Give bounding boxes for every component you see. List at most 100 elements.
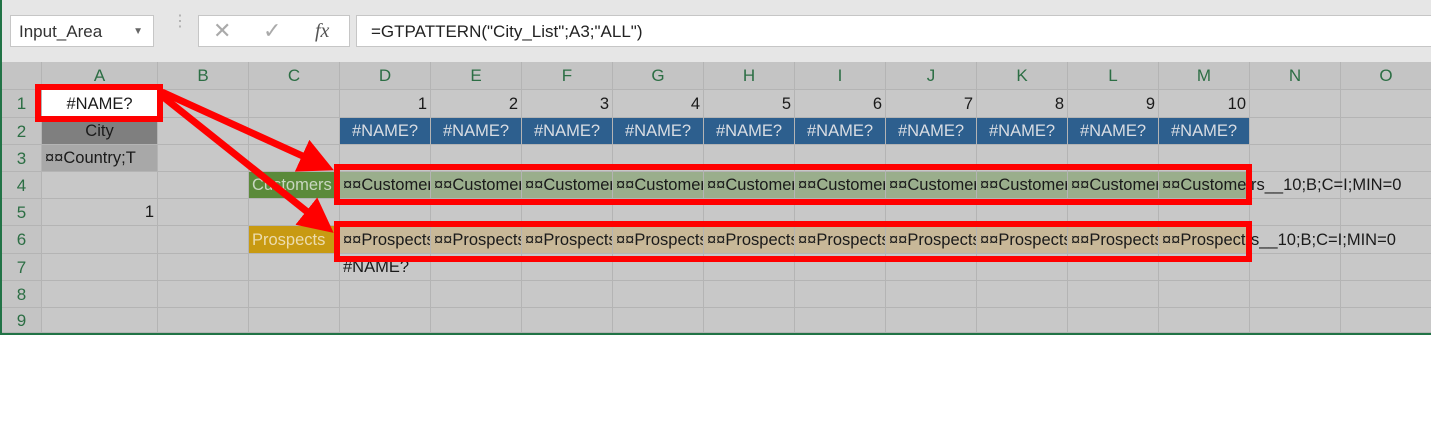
cell-C5[interactable] [249,199,340,226]
cell-O3[interactable] [1341,145,1431,172]
cell-A4[interactable] [42,172,158,199]
column-header-E[interactable]: E [431,62,522,90]
cell-value-I1[interactable]: 6 [795,90,886,118]
cell-N5[interactable] [1250,199,1341,226]
cell-I9[interactable] [795,308,886,333]
cell-I3[interactable] [795,145,886,172]
fx-icon[interactable]: fx [315,20,330,42]
cell-C7[interactable] [249,254,340,281]
cell-D5[interactable] [340,199,431,226]
cell-value-H4[interactable]: ¤¤Customers [704,172,795,199]
cell-F7[interactable] [522,254,613,281]
cell-F9[interactable] [522,308,613,333]
column-header-K[interactable]: K [977,62,1068,90]
row-header-9[interactable]: 9 [2,308,42,333]
cell-E5[interactable] [431,199,522,226]
column-header-J[interactable]: J [886,62,977,90]
cell-B5[interactable] [158,199,249,226]
cell-value-A3[interactable]: ¤¤Country;T [42,145,158,172]
cell-value-L6[interactable]: ¤¤Prospects [1068,226,1159,254]
cell-K9[interactable] [977,308,1068,333]
cell-value-D2[interactable]: #NAME? [340,118,431,145]
cell-value-F4[interactable]: ¤¤Customers [522,172,613,199]
cell-F3[interactable] [522,145,613,172]
cell-value-K6[interactable]: ¤¤Prospects [977,226,1068,254]
cell-value-C6[interactable]: Prospects [249,226,340,254]
cell-H8[interactable] [704,281,795,308]
select-all-button[interactable] [2,62,42,90]
column-header-L[interactable]: L [1068,62,1159,90]
cell-B3[interactable] [158,145,249,172]
cell-value-E6[interactable]: ¤¤Prospects [431,226,522,254]
column-header-C[interactable]: C [249,62,340,90]
column-header-F[interactable]: F [522,62,613,90]
column-header-I[interactable]: I [795,62,886,90]
cell-value-N6[interactable]: s__10;B;C=I;MIN=0 [1250,226,1431,254]
formula-input[interactable]: =GTPATTERN("City_List";A3;"ALL") [356,15,1431,47]
cell-value-E1[interactable]: 2 [431,90,522,118]
cell-I8[interactable] [795,281,886,308]
cell-value-D6[interactable]: ¤¤Prospects [340,226,431,254]
cell-L3[interactable] [1068,145,1159,172]
cell-value-I2[interactable]: #NAME? [795,118,886,145]
column-header-O[interactable]: O [1341,62,1431,90]
cell-C2[interactable] [249,118,340,145]
cell-E8[interactable] [431,281,522,308]
cell-B6[interactable] [158,226,249,254]
row-header-7[interactable]: 7 [2,254,42,281]
column-header-A[interactable]: A [42,62,158,90]
cell-O7[interactable] [1341,254,1431,281]
cell-value-D7[interactable]: #NAME? [340,254,431,281]
cell-value-L4[interactable]: ¤¤Customers [1068,172,1159,199]
cell-G3[interactable] [613,145,704,172]
cell-N7[interactable] [1250,254,1341,281]
cell-O8[interactable] [1341,281,1431,308]
cell-value-J6[interactable]: ¤¤Prospects [886,226,977,254]
cell-A9[interactable] [42,308,158,333]
cell-value-H2[interactable]: #NAME? [704,118,795,145]
cell-D9[interactable] [340,308,431,333]
cell-M3[interactable] [1159,145,1250,172]
column-header-G[interactable]: G [613,62,704,90]
cell-B7[interactable] [158,254,249,281]
cell-L7[interactable] [1068,254,1159,281]
cell-C1[interactable] [249,90,340,118]
row-header-3[interactable]: 3 [2,145,42,172]
cell-O9[interactable] [1341,308,1431,333]
cell-value-K1[interactable]: 8 [977,90,1068,118]
cell-value-K2[interactable]: #NAME? [977,118,1068,145]
cell-L9[interactable] [1068,308,1159,333]
cell-value-E2[interactable]: #NAME? [431,118,522,145]
cell-value-I4[interactable]: ¤¤Customers [795,172,886,199]
cell-value-A2[interactable]: City [42,118,158,145]
cell-C9[interactable] [249,308,340,333]
cell-N8[interactable] [1250,281,1341,308]
cell-M5[interactable] [1159,199,1250,226]
cell-G9[interactable] [613,308,704,333]
cell-A8[interactable] [42,281,158,308]
column-header-N[interactable]: N [1250,62,1341,90]
cell-value-M2[interactable]: #NAME? [1159,118,1250,145]
cell-value-G1[interactable]: 4 [613,90,704,118]
cell-E3[interactable] [431,145,522,172]
cell-K8[interactable] [977,281,1068,308]
check-icon[interactable]: ✓ [263,18,282,43]
cell-B8[interactable] [158,281,249,308]
cell-F5[interactable] [522,199,613,226]
cell-I5[interactable] [795,199,886,226]
cell-value-K4[interactable]: ¤¤Customers [977,172,1068,199]
cell-M9[interactable] [1159,308,1250,333]
cell-C3[interactable] [249,145,340,172]
cell-F8[interactable] [522,281,613,308]
cell-L5[interactable] [1068,199,1159,226]
row-header-1[interactable]: 1 [2,90,42,118]
cell-value-G6[interactable]: ¤¤Prospects [613,226,704,254]
cell-H5[interactable] [704,199,795,226]
cell-value-M4[interactable]: ¤¤Customers [1159,172,1250,199]
cell-value-G2[interactable]: #NAME? [613,118,704,145]
cell-value-D1[interactable]: 1 [340,90,431,118]
cell-B9[interactable] [158,308,249,333]
cell-B4[interactable] [158,172,249,199]
cell-J7[interactable] [886,254,977,281]
cell-J9[interactable] [886,308,977,333]
